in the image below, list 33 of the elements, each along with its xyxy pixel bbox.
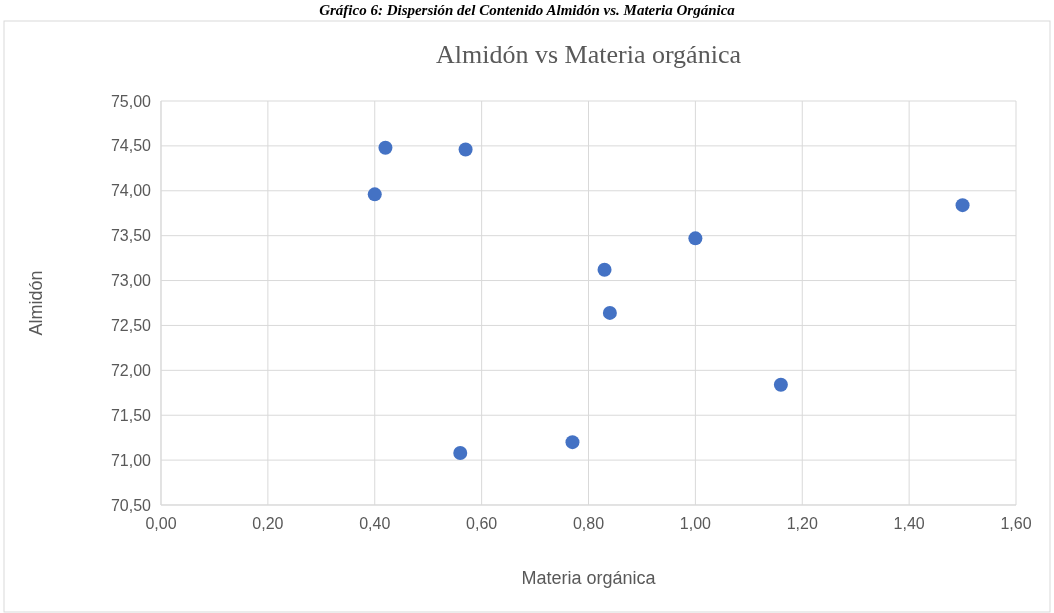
point [602,305,617,320]
x-tick-label: 1,20 [786,515,818,532]
point [378,140,393,155]
y-tick-label: 71,50 [110,406,152,424]
y-tick-label: 74,00 [110,182,152,200]
x-tick-label: 0,20 [252,515,284,532]
y-tick-label: 72,00 [110,361,152,379]
y-tick-label: 70,50 [110,496,152,514]
y-axis-title: Almidón [26,270,46,336]
y-tick-label: 73,00 [110,272,152,290]
x-tick-label: 1,60 [1000,515,1032,532]
x-tick-label: 1,40 [893,515,925,532]
chart-title: Almidón vs Materia orgánica [436,40,742,69]
x-tick-label: 1,00 [679,515,712,532]
y-tick-label: 74,50 [110,137,152,155]
point [955,198,970,213]
y-tick-label: 75,00 [110,92,152,110]
point [458,142,473,157]
point [453,445,468,460]
y-tick-label: 72,50 [110,317,152,335]
point [688,231,703,246]
point [565,435,580,450]
point [367,187,382,202]
point [597,262,612,277]
y-tick-label: 73,50 [110,227,152,245]
x-axis-title: Materia orgánica [521,568,657,588]
x-tick-label: 0,00 [145,515,177,532]
text: Gráfico 6: Dispersión del Contenido Almidón vs. Materia Orgánica [319,2,736,18]
x-tick-label: 0,80 [572,515,605,532]
y-tick-label: 71,00 [110,451,152,469]
x-tick-label: 0,60 [466,515,498,532]
x-tick-label: 0,40 [359,515,391,532]
point [773,377,788,392]
